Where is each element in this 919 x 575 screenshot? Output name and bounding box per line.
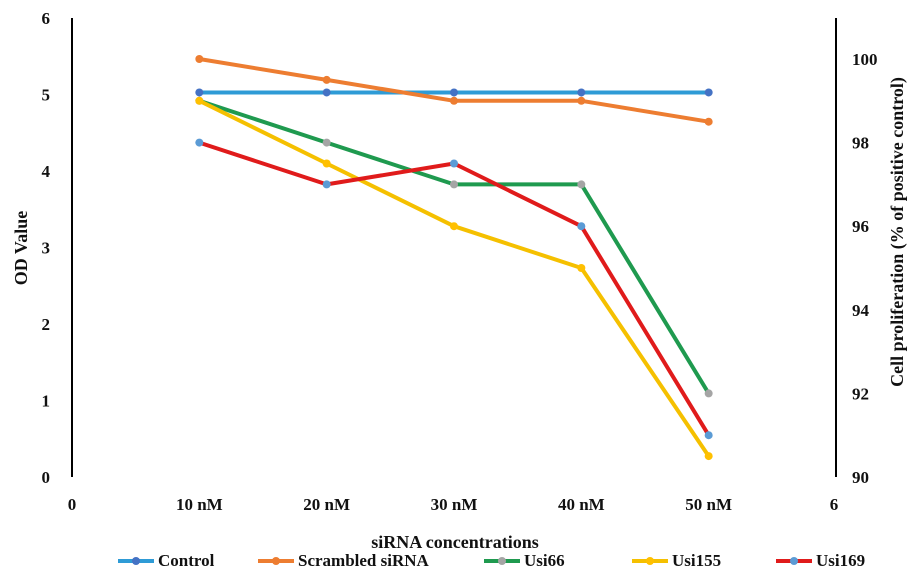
- legend-label: Control: [158, 551, 215, 570]
- y-tick-label: 5: [42, 86, 51, 105]
- x-tick-label: 30 nM: [431, 495, 478, 514]
- data-point: [577, 264, 586, 272]
- data-point: [577, 88, 586, 97]
- series-layer: [195, 55, 713, 461]
- data-point: [322, 159, 331, 168]
- y2-tick-label: 100: [852, 50, 878, 69]
- legend-marker: [646, 557, 654, 565]
- y-axis-label: OD Value: [11, 211, 31, 286]
- data-point: [450, 96, 458, 105]
- data-point: [195, 96, 204, 105]
- data-point: [704, 431, 713, 440]
- y2-tick-label: 96: [852, 217, 869, 236]
- data-point: [577, 180, 586, 189]
- y2-tick-label: 90: [852, 468, 869, 487]
- series-control: [195, 88, 713, 97]
- y-tick-label: 1: [42, 392, 51, 411]
- series-scrambled-sirna: [195, 55, 713, 126]
- data-point: [704, 88, 713, 97]
- x-tick-label: 0: [68, 495, 77, 514]
- x-tick-label: 40 nM: [558, 495, 605, 514]
- series-line: [198, 99, 711, 458]
- legend-marker: [790, 557, 798, 565]
- legend-marker: [498, 557, 506, 565]
- series-line: [198, 98, 711, 395]
- y-tick-label: 2: [42, 315, 51, 334]
- series-usi155: [195, 96, 713, 461]
- data-point: [704, 452, 713, 461]
- axes: [71, 18, 837, 477]
- y-tick-label: 0: [42, 468, 51, 487]
- data-point: [450, 159, 458, 168]
- x-axis-label: siRNA concentrations: [371, 532, 539, 552]
- x-tick-label: 10 nM: [176, 495, 223, 514]
- data-point: [322, 75, 331, 84]
- y-tick-label: 6: [42, 9, 51, 28]
- data-point: [195, 55, 204, 63]
- data-point: [322, 180, 331, 189]
- series-usi169: [195, 138, 713, 440]
- data-point: [195, 138, 204, 147]
- data-point: [577, 96, 586, 105]
- y-tick-label: 4: [42, 162, 51, 181]
- data-point: [450, 88, 458, 97]
- legend-marker: [132, 557, 140, 565]
- legend-label: Scrambled siRNA: [298, 551, 430, 570]
- x-tick-label: 6: [830, 495, 839, 514]
- data-point: [450, 222, 458, 231]
- data-point: [322, 88, 331, 97]
- legend-label: Usi66: [524, 551, 565, 570]
- y2-tick-label: 92: [852, 384, 869, 403]
- y2-tick-label: 94: [852, 301, 870, 320]
- legend: Control Scrambled siRNA Usi66 Usi155 Usi169: [118, 551, 865, 570]
- series-usi66: [195, 96, 713, 398]
- y2-tick-label: 98: [852, 134, 869, 153]
- data-point: [195, 88, 204, 97]
- data-point: [322, 138, 331, 147]
- y2-axis-label: Cell proliferation (% of positive contro…: [887, 77, 908, 387]
- legend-marker: [272, 557, 280, 565]
- data-point: [450, 180, 458, 189]
- legend-label: Usi155: [672, 551, 721, 570]
- x-tick-label: 50 nM: [685, 495, 732, 514]
- tick-labels: 0 1 2 3 4 5 6 90 92 94 96 98 100 10 nM 20 nM 30 nM 40 nM…: [42, 9, 878, 514]
- data-point: [577, 222, 586, 231]
- data-point: [704, 117, 713, 126]
- y-tick-label: 3: [42, 239, 51, 258]
- data-point: [704, 389, 713, 398]
- legend-label: Usi169: [816, 551, 865, 570]
- x-tick-label: 20 nM: [303, 495, 350, 514]
